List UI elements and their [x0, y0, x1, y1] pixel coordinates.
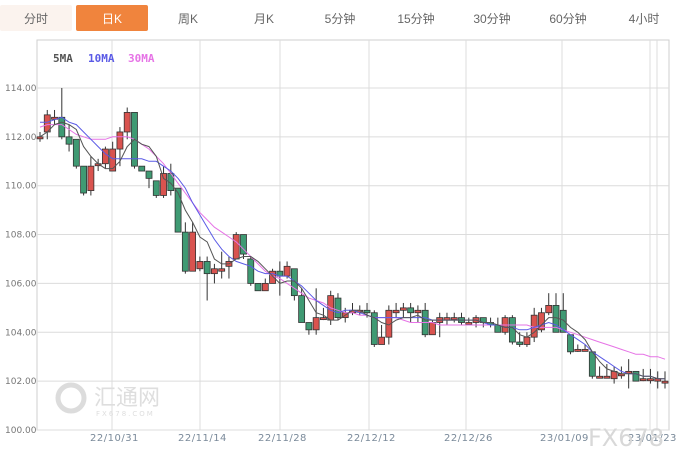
tab-4[interactable]: 5分钟 — [324, 11, 356, 26]
candle — [465, 322, 473, 325]
tab-3[interactable]: 月K — [253, 11, 274, 26]
candle — [196, 261, 204, 270]
candle — [290, 268, 298, 297]
candle — [320, 317, 327, 321]
candle — [232, 234, 240, 260]
candle — [523, 336, 531, 345]
tab-2[interactable]: 周K — [177, 11, 198, 26]
legend-item: 10MA — [88, 52, 115, 65]
tab-1[interactable]: 日K — [76, 5, 148, 31]
candle — [647, 378, 654, 382]
candle — [65, 136, 73, 145]
candle — [261, 283, 269, 292]
x-tick-label: 23/01/09 — [540, 433, 589, 444]
y-tick-label: 100.00 — [5, 426, 37, 436]
candle — [370, 312, 378, 345]
candle — [218, 268, 226, 272]
candle — [123, 112, 131, 133]
candle — [72, 138, 80, 167]
candle — [298, 295, 306, 323]
x-tick-label: 22/12/26 — [444, 433, 493, 444]
candle — [334, 297, 342, 319]
candle — [145, 170, 153, 179]
y-tick-label: 102.00 — [5, 377, 37, 387]
candle — [545, 305, 553, 314]
candle — [632, 370, 640, 382]
candle — [363, 309, 371, 314]
candle — [211, 268, 218, 275]
candle — [203, 261, 211, 275]
y-tick-label: 112.00 — [5, 133, 37, 143]
candle — [116, 131, 124, 150]
legend: 5MA 10MA 30MA — [53, 52, 155, 65]
candle — [138, 165, 146, 172]
legend-item: 5MA — [53, 52, 73, 65]
candle — [414, 309, 422, 314]
candle — [581, 348, 589, 352]
candle — [574, 348, 582, 352]
y-tick-label: 104.00 — [5, 328, 37, 338]
candle — [392, 309, 400, 314]
x-tick-label: 23/01/23 — [628, 433, 677, 444]
legend-item: 30MA — [128, 52, 155, 65]
y-tick-label: 108.00 — [5, 231, 37, 241]
candle — [305, 322, 313, 331]
y-tick-label: 114.00 — [5, 84, 37, 94]
candle — [378, 336, 385, 345]
tab-8[interactable]: 4小时 — [628, 11, 660, 26]
x-tick-label: 22/11/28 — [258, 433, 307, 444]
tab-0[interactable]: 分时 — [0, 5, 72, 31]
candle — [174, 187, 182, 233]
candle — [254, 283, 262, 292]
candle — [240, 234, 247, 255]
candle — [407, 307, 415, 314]
candle — [567, 334, 574, 353]
tab-6[interactable]: 30分钟 — [473, 11, 511, 26]
candle — [160, 173, 167, 196]
candle — [189, 231, 197, 272]
candle — [450, 317, 458, 321]
candle — [596, 375, 603, 379]
candle — [429, 322, 436, 336]
candlestick-chart: 114.00 112.00 110.00 108.00 106.00 104.00 102.… — [5, 39, 677, 452]
candle — [639, 378, 647, 382]
candle — [87, 165, 95, 191]
candle — [80, 165, 88, 194]
watermark-corner: FX678 — [588, 424, 664, 452]
candle — [58, 116, 66, 138]
svg-text:汇通网: 汇通网 — [94, 386, 160, 411]
y-tick-label: 106.00 — [5, 279, 37, 289]
candle — [516, 341, 524, 345]
candle — [559, 309, 567, 333]
candle — [109, 148, 117, 172]
tab-7[interactable]: 60分钟 — [549, 11, 587, 26]
tab-5[interactable]: 15分钟 — [397, 11, 435, 26]
candle — [283, 265, 291, 277]
timeframe-tabs: 分时 日K 周K 月K 5分钟 15分钟 30分钟 60分钟 4小时 — [0, 5, 688, 33]
ma30-line — [39, 124, 666, 360]
candle — [247, 258, 255, 284]
candle — [603, 375, 611, 379]
candle — [36, 136, 44, 140]
x-tick-label: 22/11/14 — [178, 433, 227, 444]
candle — [181, 231, 189, 272]
candle — [661, 380, 669, 384]
candle — [312, 317, 320, 331]
x-tick-label: 22/10/31 — [90, 433, 139, 444]
candle — [152, 180, 160, 196]
y-tick-label: 110.00 — [5, 182, 37, 192]
svg-text:FX678.COM: FX678.COM — [96, 410, 155, 418]
ma5-line — [39, 121, 665, 380]
candle — [399, 307, 407, 311]
x-tick-label: 22/12/12 — [347, 433, 396, 444]
